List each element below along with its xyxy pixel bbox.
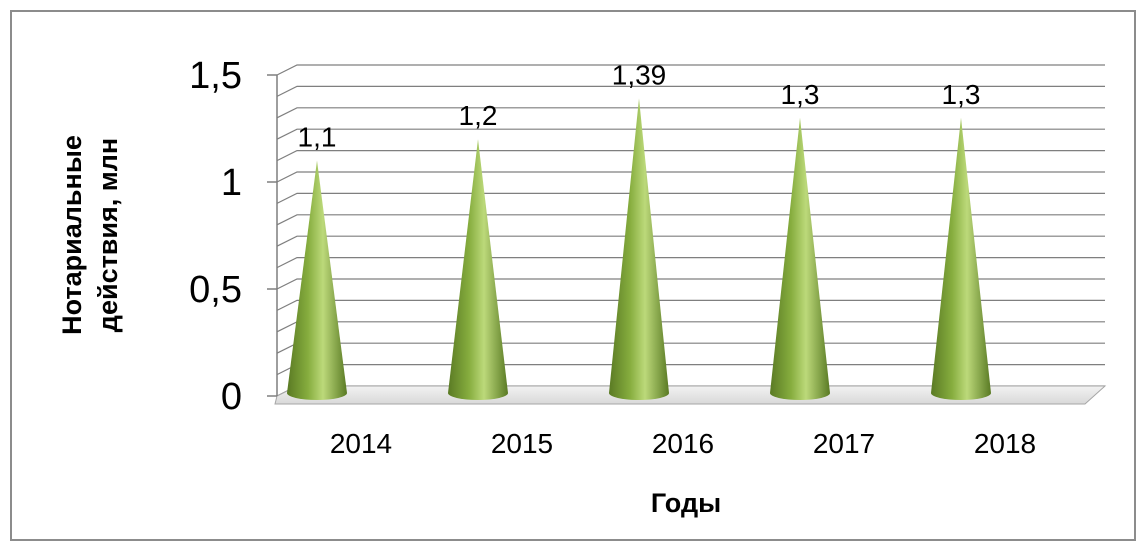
gridline — [276, 150, 1105, 162]
data-label: 1,39 — [612, 60, 667, 91]
gridline — [276, 128, 1105, 140]
cone-bar — [609, 98, 669, 400]
gridline — [276, 85, 1105, 97]
x-tick-label: 2018 — [974, 428, 1036, 459]
data-label: 1,1 — [298, 122, 337, 153]
gridline — [276, 214, 1105, 226]
gridline — [276, 299, 1105, 311]
x-tick-label: 2017 — [813, 428, 875, 459]
gridline — [276, 64, 1105, 76]
data-label: 1,3 — [781, 79, 820, 110]
y-tick-label: 0,5 — [189, 269, 242, 311]
x-axis-title: Годы — [651, 488, 721, 518]
bars — [287, 98, 991, 401]
gridline — [276, 278, 1105, 290]
x-tick-label: 2015 — [491, 428, 553, 459]
y-tick-label: 1 — [221, 162, 242, 204]
gridline — [276, 235, 1105, 247]
y-axis — [267, 74, 278, 397]
gridline — [276, 192, 1105, 204]
cone-bar — [287, 160, 347, 400]
x-tick-label: 2014 — [330, 428, 392, 459]
y-tick-label: 0 — [221, 376, 242, 418]
x-axis: 2014 2015 2016 2017 2018 — [330, 428, 1036, 459]
y-axis-title-line-2: действия, млн — [93, 138, 123, 332]
gridline — [276, 171, 1105, 183]
y-axis-title: Нотариальные действия, млн — [57, 135, 123, 335]
y-tick-label: 1,5 — [189, 55, 242, 97]
cone-bar — [448, 139, 508, 400]
gridline — [276, 257, 1105, 269]
cone-bar — [770, 117, 830, 401]
data-label: 1,3 — [942, 79, 981, 110]
cone-bar — [931, 117, 991, 401]
y-tick-labels: 0 0,5 1 1,5 — [189, 55, 242, 418]
data-label: 1,2 — [459, 100, 498, 131]
data-labels: 1,1 1,2 1,39 1,3 1,3 — [298, 60, 981, 153]
x-tick-label: 2016 — [652, 428, 714, 459]
gridline — [276, 107, 1105, 119]
y-axis-title-line-1: Нотариальные — [57, 135, 87, 335]
